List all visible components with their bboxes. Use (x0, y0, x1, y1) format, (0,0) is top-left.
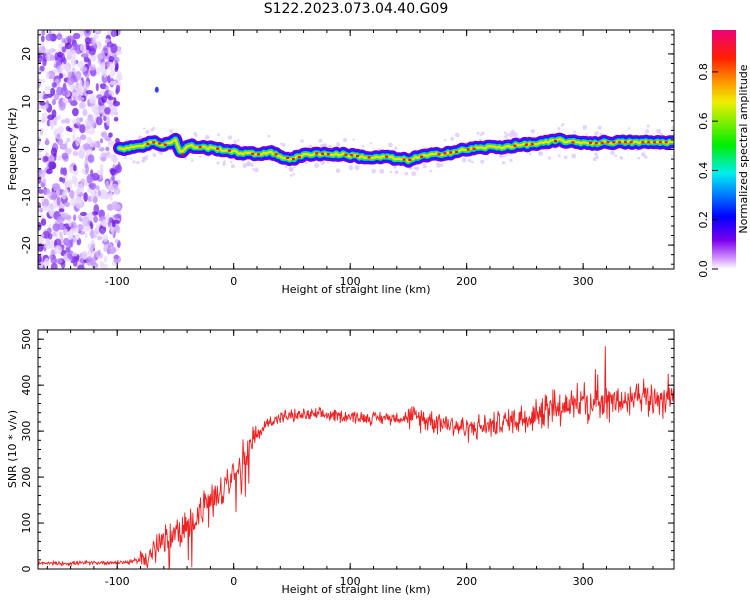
x-tick-label: 0 (230, 275, 237, 288)
x-tick-label: 100 (340, 275, 361, 288)
snr-panel: -100 0 100 200 300 0 100 200 300 400 500 Height of… (6, 329, 675, 596)
x-tick-label: 300 (573, 575, 594, 588)
y-tick-label: -10 (20, 188, 33, 206)
snr-plot-area (38, 346, 674, 569)
x-tick-label: -100 (105, 575, 130, 588)
figure-title: S122.2023.073.04.40.G09 (263, 1, 449, 17)
ridge-band-yellow (118, 138, 674, 163)
snr-ticks: -100 0 100 200 300 0 100 200 300 400 500 (20, 329, 674, 588)
colorbar-label: Normalized spectral amplitude (737, 64, 750, 233)
y-tick-label: 500 (20, 329, 33, 350)
colorbar-tick-label: 0.4 (697, 162, 710, 180)
colorbar-tick-label: 0.6 (697, 112, 710, 130)
y-tick-label: 200 (20, 467, 33, 488)
y-tick-label: 0 (20, 146, 33, 153)
y-tick-label: 300 (20, 421, 33, 442)
x-tick-label: 200 (456, 275, 477, 288)
y-tick-label: 100 (20, 513, 33, 534)
snr-x-axis-label: Height of straight line (km) (281, 583, 430, 596)
colorbar: 0.0 0.2 0.4 0.6 0.8 Normalized spectral ampl… (697, 30, 750, 278)
spectrogram-x-axis-label: Height of straight line (km) (281, 283, 430, 296)
snr-y-axis-label: SNR (10 * v/v) (6, 410, 19, 488)
ridge-core-peaks (146, 140, 668, 162)
colorbar-gradient (712, 30, 736, 269)
spectrogram-y-axis-label: Frequency (Hz) (6, 108, 19, 191)
x-tick-label: 100 (340, 575, 361, 588)
x-tick-label: -100 (105, 275, 130, 288)
x-tick-label: 0 (230, 575, 237, 588)
spurious-tone-blip (154, 86, 159, 93)
y-tick-label: 20 (20, 47, 33, 61)
colorbar-tick-label: 0.0 (697, 260, 710, 278)
y-tick-label: 0 (20, 566, 33, 573)
colorbar-ticks: 0.0 0.2 0.4 0.6 0.8 (697, 63, 718, 278)
snr-series-line (38, 346, 674, 569)
spectrogram-plot-area (38, 30, 674, 269)
colorbar-tick-label: 0.2 (697, 211, 710, 229)
y-tick-label: -20 (20, 236, 33, 254)
snr-frame (37, 329, 675, 570)
x-tick-label: 300 (573, 275, 594, 288)
x-tick-label: 200 (456, 575, 477, 588)
y-tick-label: 10 (20, 95, 33, 109)
y-tick-label: 400 (20, 375, 33, 396)
noise-region (38, 30, 123, 269)
colorbar-tick-label: 0.8 (697, 63, 710, 81)
